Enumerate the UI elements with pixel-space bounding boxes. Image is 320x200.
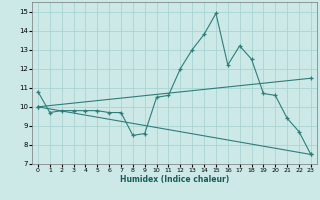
X-axis label: Humidex (Indice chaleur): Humidex (Indice chaleur): [120, 175, 229, 184]
